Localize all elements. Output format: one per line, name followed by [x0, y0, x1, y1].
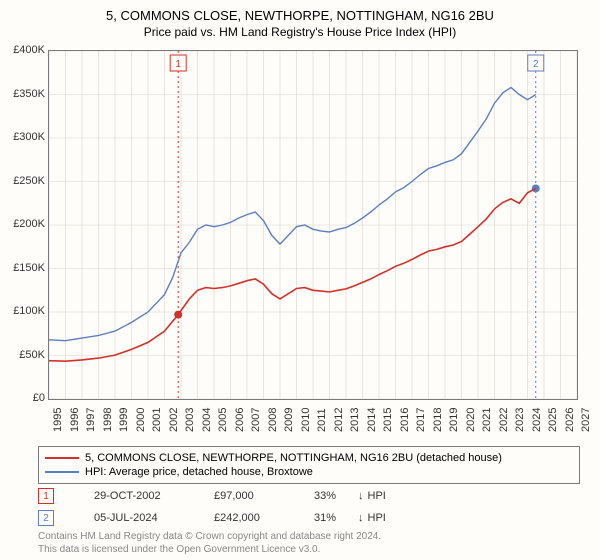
- xtick-label: 1997: [85, 408, 97, 432]
- transaction-row: 2 05-JUL-2024 £242,000 31% ↓ HPI: [38, 510, 580, 526]
- xtick-label: 2002: [168, 408, 180, 432]
- xtick-label: 2003: [184, 408, 196, 432]
- ytick-label: £50K: [19, 349, 45, 361]
- transaction-date: 29-OCT-2002: [94, 490, 214, 502]
- ytick-label: £200K: [13, 218, 45, 230]
- transaction-pct: 31%: [314, 512, 358, 524]
- transaction-pct: 33%: [314, 490, 358, 502]
- ytick-label: £300K: [13, 131, 45, 143]
- xtick-label: 2004: [201, 408, 213, 432]
- xtick-label: 2023: [514, 408, 526, 432]
- xtick-label: 2017: [415, 408, 427, 432]
- xtick-label: 2013: [349, 408, 361, 432]
- legend-label: HPI: Average price, detached house, Brox…: [85, 466, 313, 478]
- xtick-label: 2021: [481, 408, 493, 432]
- xtick-label: 2020: [465, 408, 477, 432]
- transaction-marker: 2: [38, 510, 54, 526]
- ytick-label: £150K: [13, 262, 45, 274]
- arrow-down-icon: ↓: [358, 512, 364, 524]
- legend-row: 5, COMMONS CLOSE, NEWTHORPE, NOTTINGHAM,…: [45, 451, 573, 465]
- svg-text:1: 1: [175, 59, 181, 70]
- chart-title: 5, COMMONS CLOSE, NEWTHORPE, NOTTINGHAM,…: [0, 0, 600, 23]
- xtick-label: 2000: [135, 408, 147, 432]
- xtick-label: 2026: [564, 408, 576, 432]
- xtick-label: 2011: [316, 408, 328, 432]
- legend-swatch: [45, 471, 79, 473]
- legend: 5, COMMONS CLOSE, NEWTHORPE, NOTTINGHAM,…: [38, 446, 580, 484]
- transaction-row: 1 29-OCT-2002 £97,000 33% ↓ HPI: [38, 488, 580, 504]
- xtick-label: 2007: [250, 408, 262, 432]
- arrow-down-icon: ↓: [358, 490, 364, 502]
- legend-label: 5, COMMONS CLOSE, NEWTHORPE, NOTTINGHAM,…: [85, 452, 502, 464]
- ytick-label: £0: [33, 392, 45, 404]
- xtick-label: 2012: [333, 408, 345, 432]
- xtick-label: 2009: [283, 408, 295, 432]
- xtick-label: 1996: [69, 408, 81, 432]
- ytick-label: £400K: [13, 44, 45, 56]
- xtick-label: 2015: [382, 408, 394, 432]
- xtick-label: 2016: [399, 408, 411, 432]
- xtick-label: 2014: [366, 408, 378, 432]
- chart-container: 5, COMMONS CLOSE, NEWTHORPE, NOTTINGHAM,…: [0, 0, 600, 560]
- xtick-label: 2010: [300, 408, 312, 432]
- xtick-label: 2008: [267, 408, 279, 432]
- ytick-label: £100K: [13, 305, 45, 317]
- ytick-label: £250K: [13, 175, 45, 187]
- transaction-price: £242,000: [214, 512, 314, 524]
- transaction-ref: HPI: [368, 512, 386, 524]
- plot-svg: 12: [49, 51, 577, 399]
- xtick-label: 1995: [52, 408, 64, 432]
- xtick-label: 2025: [547, 408, 559, 432]
- xtick-label: 2019: [448, 408, 460, 432]
- xtick-label: 2024: [531, 408, 543, 432]
- transaction-ref: HPI: [368, 490, 386, 502]
- xtick-label: 1999: [118, 408, 130, 432]
- chart-subtitle: Price paid vs. HM Land Registry's House …: [0, 23, 600, 45]
- xtick-label: 2006: [234, 408, 246, 432]
- transaction-marker: 1: [38, 488, 54, 504]
- legend-row: HPI: Average price, detached house, Brox…: [45, 465, 573, 479]
- plot-area: 12: [48, 50, 578, 400]
- transaction-date: 05-JUL-2024: [94, 512, 214, 524]
- legend-swatch: [45, 457, 79, 459]
- xtick-label: 2022: [498, 408, 510, 432]
- xtick-label: 2001: [151, 408, 163, 432]
- ytick-label: £350K: [13, 88, 45, 100]
- svg-text:2: 2: [533, 59, 539, 70]
- xtick-label: 2027: [580, 408, 592, 432]
- xtick-label: 2005: [217, 408, 229, 432]
- xtick-label: 1998: [102, 408, 114, 432]
- xtick-label: 2018: [432, 408, 444, 432]
- transaction-price: £97,000: [214, 490, 314, 502]
- attribution: Contains HM Land Registry data © Crown c…: [38, 530, 381, 556]
